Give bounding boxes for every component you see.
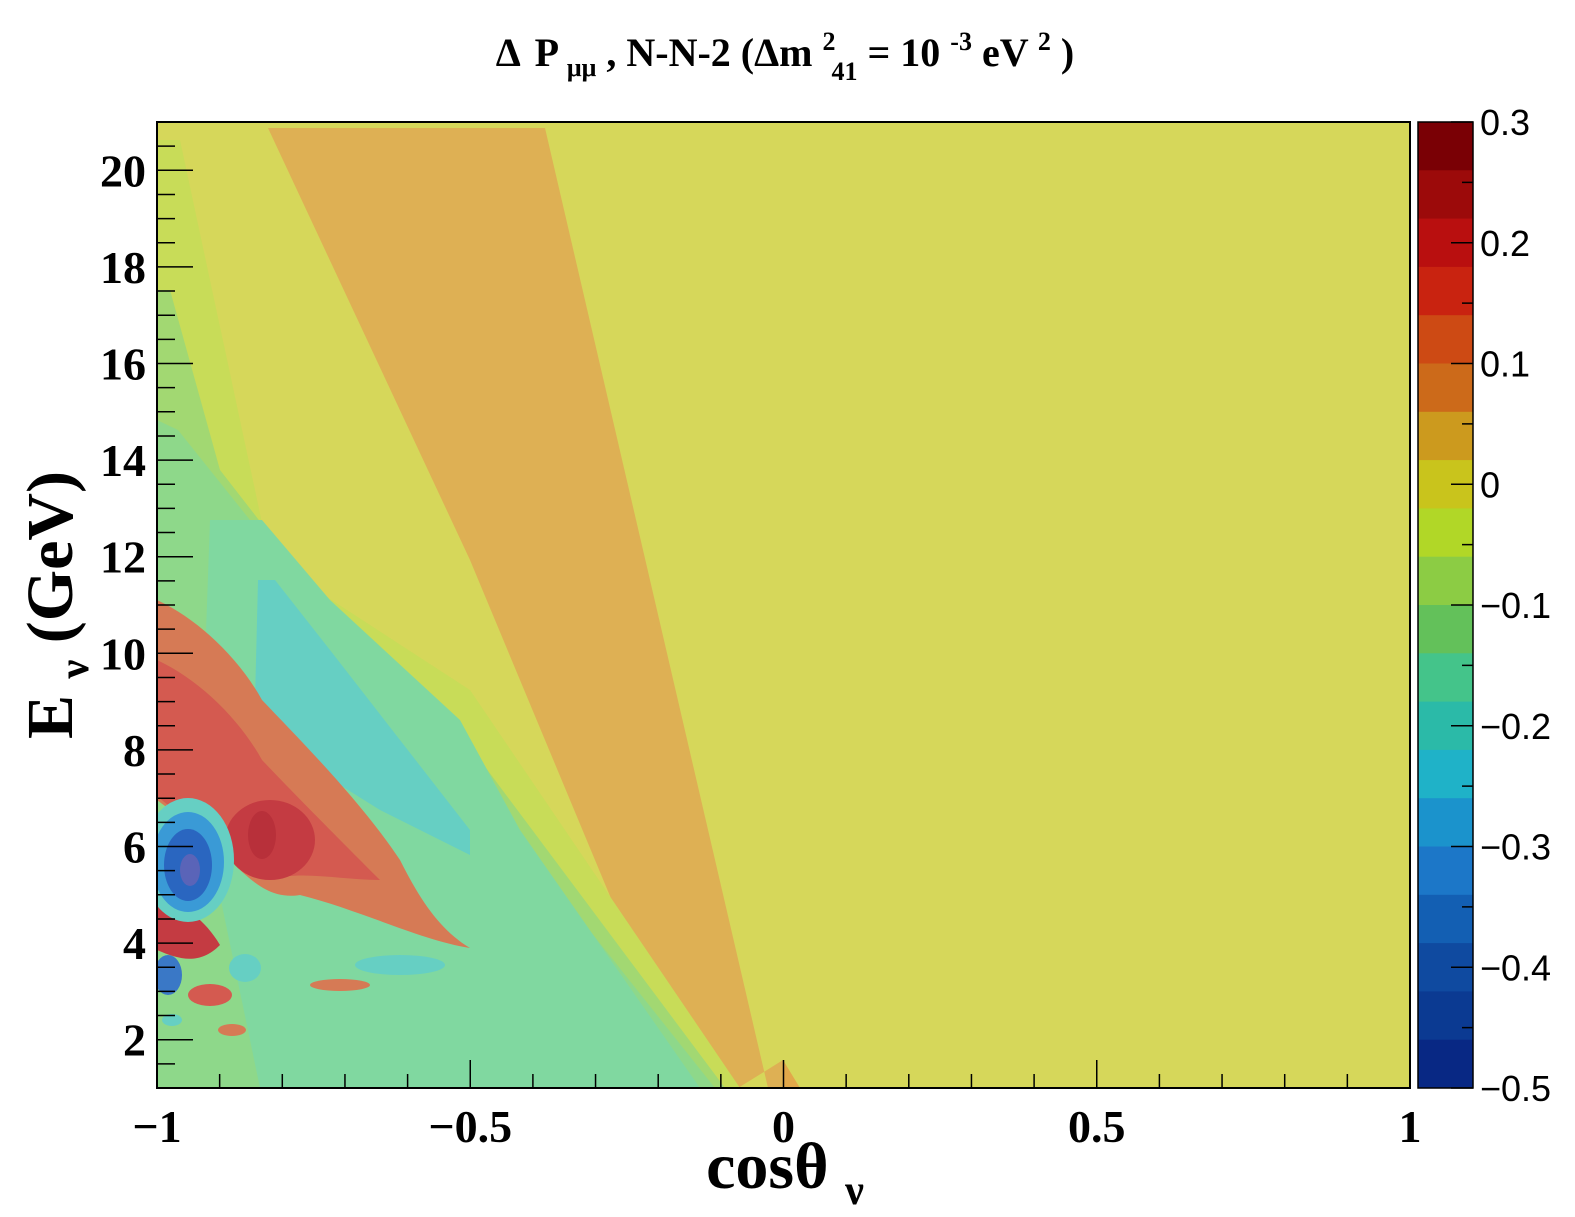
x-tick-label: 0 bbox=[772, 1101, 795, 1152]
color-scale-band bbox=[1418, 556, 1473, 606]
y-axis-label-sub: ν bbox=[52, 660, 98, 680]
heatmap-red-spot-low bbox=[188, 984, 232, 1006]
color-scale bbox=[1418, 122, 1473, 1089]
y-axis-label: E ν (GeV) bbox=[14, 471, 103, 739]
color-scale-band bbox=[1418, 122, 1473, 171]
title-unit: eV bbox=[982, 30, 1029, 75]
heatmap-blue-core bbox=[180, 854, 200, 886]
heatmap-negative-core bbox=[255, 580, 470, 855]
heatmap-positive-sliver bbox=[783, 1060, 800, 1088]
y-axis: 2 4 6 8 10 12 14 16 18 20 bbox=[100, 121, 193, 1089]
x-tick-label: −1 bbox=[132, 1101, 181, 1152]
title-m-sup: 2 bbox=[823, 27, 836, 56]
y-tick-label: 4 bbox=[123, 918, 146, 969]
z-tick-label: −0.2 bbox=[1480, 706, 1551, 747]
z-tick-label: 0 bbox=[1480, 464, 1500, 505]
color-scale-band bbox=[1418, 991, 1473, 1041]
y-axis-label-rest: (GeV) bbox=[14, 471, 87, 643]
color-scale-band bbox=[1418, 798, 1473, 847]
color-scale-band bbox=[1418, 170, 1473, 220]
title-exp: -3 bbox=[950, 27, 972, 56]
y-tick-label: 6 bbox=[123, 822, 146, 873]
color-scale-band bbox=[1418, 894, 1473, 944]
heatmap-red-streak bbox=[310, 979, 370, 991]
x-tick-label: 0.5 bbox=[1068, 1101, 1126, 1152]
color-scale-band bbox=[1418, 846, 1473, 896]
color-scale-band bbox=[1418, 1039, 1473, 1089]
y-tick-label: 16 bbox=[100, 339, 146, 390]
title-eq: = 10 bbox=[868, 30, 941, 75]
z-tick-label: −0.3 bbox=[1480, 827, 1551, 868]
heatmap-red-spot-low2 bbox=[218, 1024, 246, 1036]
heatmap-plot-area bbox=[157, 122, 1410, 1088]
heatmap-cyan-spot bbox=[229, 954, 261, 982]
color-scale-band bbox=[1418, 315, 1473, 364]
y-tick-label: 10 bbox=[100, 628, 146, 679]
z-tick-label: 0.3 bbox=[1480, 102, 1530, 143]
color-scale-band bbox=[1418, 411, 1473, 461]
heatmap-cyan-spot-low bbox=[162, 1014, 182, 1026]
color-scale-band bbox=[1418, 653, 1473, 703]
heatmap-red-peak bbox=[248, 811, 276, 859]
x-axis: −1 −0.5 0 0.5 1 bbox=[132, 1060, 1422, 1152]
color-scale-band bbox=[1418, 266, 1473, 316]
z-tick-label: −0.1 bbox=[1480, 585, 1551, 626]
y-tick-label: 8 bbox=[123, 725, 146, 776]
title-p-sub: μμ bbox=[567, 53, 597, 82]
x-axis-label-main: cosθ bbox=[706, 1130, 828, 1203]
heatmap-cyan-streak bbox=[355, 955, 445, 975]
x-tick-label: −0.5 bbox=[428, 1101, 512, 1152]
heatmap-blue-spot-low bbox=[157, 955, 182, 995]
z-tick-label: −0.4 bbox=[1480, 947, 1551, 988]
color-scale-band bbox=[1418, 605, 1473, 654]
y-tick-label: 18 bbox=[100, 242, 146, 293]
x-axis-label-sub: ν bbox=[844, 1168, 864, 1214]
z-tick-label: −0.5 bbox=[1480, 1068, 1551, 1109]
y-tick-label: 20 bbox=[100, 145, 146, 196]
heatmap-positive-wedge bbox=[268, 128, 783, 1088]
y-axis-label-main: E bbox=[14, 695, 87, 739]
color-scale-band bbox=[1418, 508, 1473, 558]
y-tick-label: 2 bbox=[123, 1015, 146, 1066]
color-scale-band bbox=[1418, 363, 1473, 413]
title-mid: , N-N-2 (Δm bbox=[606, 30, 812, 75]
title-delta: Δ bbox=[496, 30, 521, 75]
color-scale-axis: 0.3 0.2 0.1 0 −0.1 −0.2 −0.3 −0.4 −0.5 bbox=[1451, 102, 1551, 1109]
chart-title: Δ P μμ , N-N-2 (Δm 2 41 = 10 -3 eV 2 ) bbox=[496, 14, 1074, 89]
title-m-sub: 41 bbox=[832, 57, 858, 86]
color-scale-band bbox=[1418, 749, 1473, 799]
z-tick-label: 0.1 bbox=[1480, 344, 1530, 385]
x-axis-label: cosθ ν bbox=[706, 1130, 864, 1214]
y-tick-label: 14 bbox=[100, 435, 146, 486]
title-unit-sup: 2 bbox=[1038, 27, 1051, 56]
title-close: ) bbox=[1061, 30, 1074, 75]
title-p: P bbox=[535, 30, 559, 75]
y-tick-label: 12 bbox=[100, 532, 146, 583]
z-tick-label: 0.2 bbox=[1480, 223, 1530, 264]
x-tick-label: 1 bbox=[1399, 1101, 1422, 1152]
